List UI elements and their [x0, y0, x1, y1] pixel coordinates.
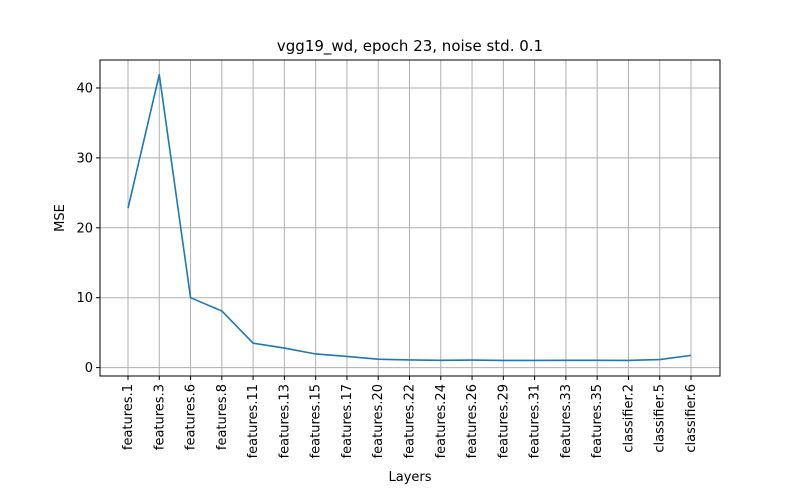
y-tick-label: 30 — [76, 151, 93, 166]
x-tick-label: features.20 — [371, 384, 386, 458]
x-tick-label: classifier.5 — [653, 384, 668, 453]
x-tick-label: features.1 — [121, 384, 136, 450]
grid-lines — [100, 60, 720, 376]
series-line — [127, 73, 692, 362]
x-tick-label: features.17 — [340, 384, 355, 458]
x-axis-label: Layers — [388, 470, 431, 485]
x-axis-ticks: features.1 features.3 features.6 features.8… — [121, 376, 699, 458]
x-tick-label: features.26 — [465, 384, 480, 458]
x-tick-label: classifier.2 — [621, 384, 636, 453]
chart-title: vgg19_wd, epoch 23, noise std. 0.1 — [277, 37, 543, 56]
x-tick-label: features.8 — [215, 384, 230, 450]
y-tick-label: 20 — [76, 221, 93, 236]
x-tick-label: classifier.6 — [684, 384, 699, 453]
y-tick-label: 0 — [85, 361, 93, 376]
x-tick-label: features.24 — [434, 384, 449, 458]
x-tick-label: features.31 — [528, 384, 543, 458]
x-tick-label: features.29 — [496, 384, 511, 458]
x-tick-label: features.3 — [152, 384, 167, 450]
x-tick-label: features.22 — [403, 384, 418, 458]
y-tick-label: 10 — [76, 291, 93, 306]
x-tick-label: features.35 — [590, 384, 605, 458]
y-tick-label: 40 — [76, 81, 93, 96]
y-axis-label: MSE — [53, 204, 68, 232]
series-layer — [127, 73, 692, 362]
x-tick-label: features.33 — [559, 384, 574, 458]
x-tick-label: features.6 — [184, 384, 199, 450]
x-tick-label: features.13 — [277, 384, 292, 458]
x-tick-label: features.11 — [246, 384, 261, 458]
y-axis-ticks: 0 10 20 30 40 — [76, 81, 100, 376]
x-tick-label: features.15 — [309, 384, 324, 458]
